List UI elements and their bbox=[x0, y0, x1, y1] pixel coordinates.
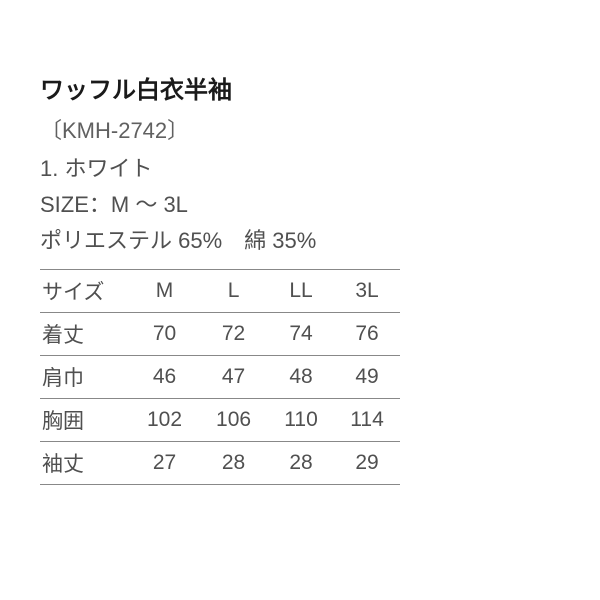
cell: 27 bbox=[130, 442, 199, 485]
cell: 114 bbox=[334, 399, 400, 442]
cell: 48 bbox=[268, 356, 334, 399]
row-label: 胸囲 bbox=[40, 399, 130, 442]
row-label: 着丈 bbox=[40, 313, 130, 356]
cell: 49 bbox=[334, 356, 400, 399]
table-row: 肩巾 46 47 48 49 bbox=[40, 356, 400, 399]
cell: 28 bbox=[199, 442, 268, 485]
cell: 70 bbox=[130, 313, 199, 356]
table-header-row: サイズ M L LL 3L bbox=[40, 270, 400, 313]
row-label: 袖丈 bbox=[40, 442, 130, 485]
col-header-l: L bbox=[199, 270, 268, 313]
product-material: ポリエステル 65% 綿 35% bbox=[40, 223, 560, 255]
cell: 29 bbox=[334, 442, 400, 485]
product-title: ワッフル白衣半袖 bbox=[40, 70, 560, 105]
cell: 74 bbox=[268, 313, 334, 356]
cell: 106 bbox=[199, 399, 268, 442]
product-model: 〔KMH-2742〕 bbox=[40, 113, 560, 145]
table-row: 袖丈 27 28 28 29 bbox=[40, 442, 400, 485]
product-size-range: SIZE：M ～ 3L bbox=[40, 187, 560, 219]
row-label: 肩巾 bbox=[40, 356, 130, 399]
cell: 28 bbox=[268, 442, 334, 485]
col-header-ll: LL bbox=[268, 270, 334, 313]
cell: 76 bbox=[334, 313, 400, 356]
cell: 46 bbox=[130, 356, 199, 399]
cell: 47 bbox=[199, 356, 268, 399]
product-color: 1. ホワイト bbox=[40, 151, 560, 183]
table-row: 胸囲 102 106 110 114 bbox=[40, 399, 400, 442]
cell: 72 bbox=[199, 313, 268, 356]
size-table: サイズ M L LL 3L 着丈 70 72 74 76 肩巾 46 47 48… bbox=[40, 269, 400, 485]
table-row: 着丈 70 72 74 76 bbox=[40, 313, 400, 356]
col-header-size: サイズ bbox=[40, 270, 130, 313]
cell: 102 bbox=[130, 399, 199, 442]
col-header-3l: 3L bbox=[334, 270, 400, 313]
cell: 110 bbox=[268, 399, 334, 442]
col-header-m: M bbox=[130, 270, 199, 313]
